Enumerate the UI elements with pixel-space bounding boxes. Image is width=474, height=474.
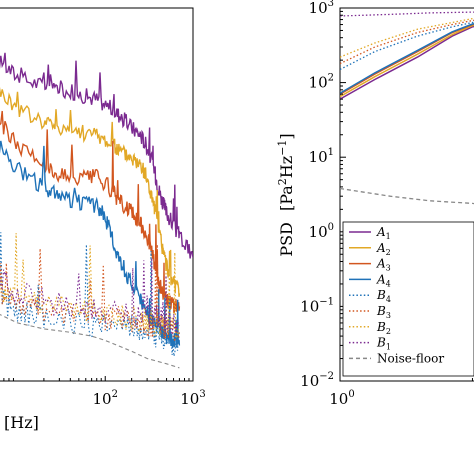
right-series-group	[340, 11, 474, 205]
right-y-tick-label: 10−1	[300, 296, 334, 315]
left-series-b1-line	[0, 258, 180, 337]
left-x-axis-label: [Hz]	[4, 413, 39, 432]
right-series-a1-line	[340, 25, 474, 100]
right-y-tick-label: 101	[309, 147, 334, 166]
right-series-b4-line	[340, 21, 474, 71]
right-series-noise-line	[340, 187, 474, 205]
legend-label-b4: B4	[376, 288, 391, 304]
right-y-tick-label: 100	[309, 222, 334, 241]
left-series-b4-line	[0, 232, 180, 357]
left-x-tick-label: 103	[180, 389, 205, 408]
legend-label-a3: A3	[376, 257, 391, 273]
right-series-a3-line	[340, 23, 474, 95]
right-y-axis-label: PSD [Pa2Hz−1]	[276, 133, 296, 256]
right-y-tick-label: 103	[309, 0, 334, 17]
legend-label-b1: B1	[376, 336, 391, 352]
left-panel: 102 103 [Hz]	[0, 7, 206, 432]
legend-label-b2: B2	[376, 320, 391, 336]
left-series-a2-line	[0, 87, 181, 297]
left-x-tick-label: 102	[93, 389, 118, 408]
left-series-noise-line	[0, 313, 180, 369]
left-series-a1-line	[0, 52, 193, 259]
right-x-tick-label: 100	[329, 389, 354, 408]
legend-label-noise: Noise-floor	[377, 351, 444, 365]
right-y-tick-label: 102	[309, 73, 334, 92]
legend-label-a2: A2	[376, 241, 391, 257]
left-series-a3-line	[0, 110, 181, 314]
left-series-group	[0, 52, 193, 369]
legend-label-a1: A1	[376, 225, 391, 241]
left-series-b2-line	[0, 233, 180, 340]
right-series-a4-line	[340, 23, 474, 94]
right-y-tick-label: 10−2	[300, 371, 334, 390]
left-ticks-group: 102 103	[3, 376, 206, 408]
legend-label-a4: A4	[376, 272, 391, 288]
legend-label-b3: B3	[376, 304, 391, 320]
right-series-a2-line	[340, 24, 474, 98]
right-series-b1-line	[340, 11, 474, 17]
